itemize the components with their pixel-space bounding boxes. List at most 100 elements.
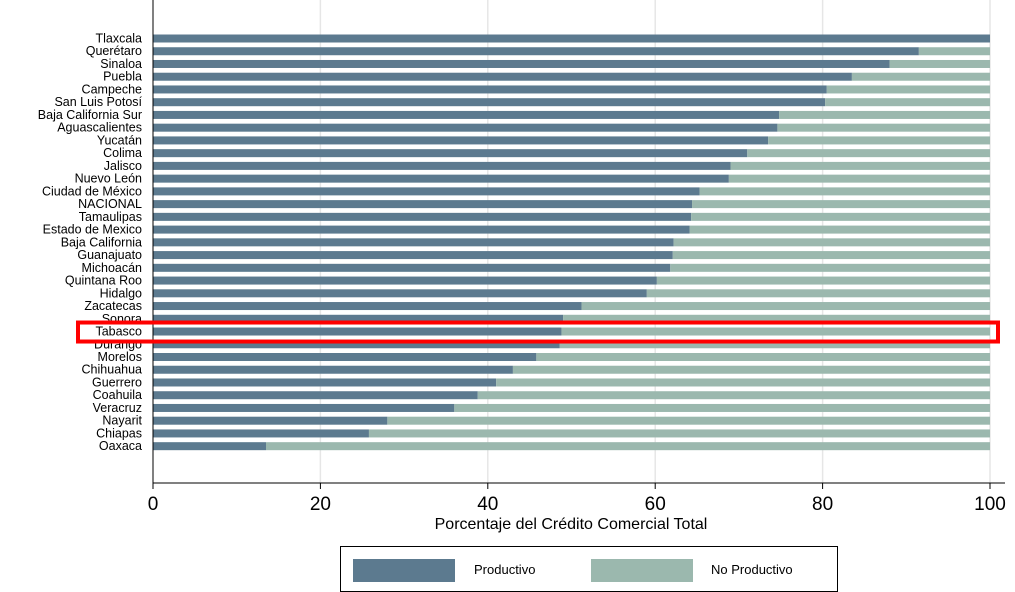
category-label: Oaxaca [99, 439, 142, 453]
bar-productivo [153, 98, 826, 107]
x-axis-ticks: 0 20 40 60 80 100 [148, 483, 1006, 515]
bar-no-productivo [561, 327, 990, 336]
category-label: Campeche [82, 82, 142, 96]
bar-no-productivo [689, 225, 990, 234]
bar-productivo [153, 416, 388, 425]
bar-productivo [153, 200, 693, 209]
category-label: Morelos [98, 350, 142, 364]
bar-no-productivo [496, 378, 990, 387]
category-label: Nayarit [102, 414, 142, 428]
category-labels: TlaxcalaQuerétaroSinaloaPueblaCampecheSa… [38, 32, 143, 454]
bar-no-productivo [768, 136, 990, 145]
category-label: NACIONAL [78, 197, 142, 211]
category-label: Coahuila [93, 388, 142, 402]
category-label: Chiapas [96, 426, 142, 440]
category-label: Michoacán [82, 261, 142, 275]
category-label: Querétaro [86, 44, 142, 58]
bar-productivo [153, 123, 778, 132]
bar-no-productivo [477, 391, 991, 400]
bar-productivo [153, 225, 690, 234]
category-label: Zacatecas [84, 299, 142, 313]
bar-productivo [153, 238, 674, 247]
bar-no-productivo [918, 47, 990, 56]
bar-no-productivo [699, 187, 990, 196]
category-label: Quintana Roo [65, 274, 142, 288]
bar-no-productivo [563, 314, 990, 323]
category-label: Baja California Sur [38, 108, 142, 122]
category-label: San Luis Potosí [54, 95, 142, 109]
category-label: Estado de Mexico [43, 223, 142, 237]
bar-no-productivo [387, 416, 990, 425]
bar-no-productivo [656, 276, 990, 285]
bar-no-productivo [777, 123, 990, 132]
bar-productivo [153, 174, 729, 183]
bar-productivo [153, 161, 731, 170]
bar-no-productivo [265, 442, 990, 451]
bar-productivo [153, 442, 266, 451]
bar-group [153, 34, 991, 451]
bar-no-productivo [779, 110, 990, 119]
x-tick-label: 20 [310, 494, 331, 515]
category-label: Hidalgo [100, 286, 142, 300]
category-label: Puebla [103, 70, 142, 84]
category-label: Aguascalientes [57, 121, 142, 135]
bar-no-productivo [747, 149, 990, 158]
bar-productivo [153, 327, 562, 336]
category-label: Tlaxcala [95, 32, 142, 46]
bar-productivo [153, 289, 647, 298]
bar-no-productivo [559, 340, 990, 349]
x-tick-label: 80 [812, 494, 833, 515]
legend-swatch-no-productivo [591, 559, 693, 582]
bar-productivo [153, 378, 497, 387]
x-tick-label: 60 [645, 494, 666, 515]
legend-label-productivo: Productivo [474, 562, 536, 577]
bar-no-productivo [851, 72, 990, 81]
bar-productivo [153, 314, 564, 323]
bar-no-productivo [646, 289, 990, 298]
category-label: Chihuahua [82, 363, 143, 377]
bar-no-productivo [826, 85, 990, 94]
category-label: Nuevo León [75, 172, 142, 186]
bar-no-productivo [730, 161, 990, 170]
bar-no-productivo [825, 98, 990, 107]
x-tick-label: 0 [148, 494, 159, 515]
x-tick-label: 40 [477, 494, 498, 515]
bar-productivo [153, 34, 990, 43]
bar-productivo [153, 403, 455, 412]
bar-no-productivo [581, 302, 990, 311]
bar-no-productivo [672, 251, 990, 260]
bar-productivo [153, 276, 657, 285]
bar-productivo [153, 365, 513, 374]
bar-no-productivo [728, 174, 990, 183]
tabasco-highlight-box [76, 320, 1000, 344]
category-label: Colima [103, 146, 142, 160]
bar-no-productivo [454, 403, 990, 412]
bar-productivo [153, 149, 748, 158]
category-label: Baja California [61, 235, 142, 249]
bar-productivo [153, 340, 560, 349]
category-label: Veracruz [93, 401, 142, 415]
bar-productivo [153, 263, 671, 272]
category-label: Sinaloa [100, 57, 142, 71]
bar-productivo [153, 302, 582, 311]
bar-no-productivo [512, 365, 990, 374]
bar-productivo [153, 72, 852, 81]
bar-no-productivo [670, 263, 990, 272]
bar-productivo [153, 136, 769, 145]
bar-no-productivo [889, 59, 990, 68]
x-axis-title: Porcentaje del Crédito Comercial Total [435, 516, 708, 533]
legend: Productivo No Productivo [340, 546, 838, 592]
category-label: Jalisco [104, 159, 142, 173]
stacked-bar-chart: TlaxcalaQuerétaroSinaloaPueblaCampecheSa… [38, 0, 1006, 533]
bar-productivo [153, 85, 827, 94]
category-label: Yucatán [97, 133, 142, 147]
bar-productivo [153, 187, 700, 196]
bar-productivo [153, 391, 478, 400]
category-label: Guanajuato [77, 248, 142, 262]
legend-label-no-productivo: No Productivo [711, 562, 793, 577]
legend-swatch-productivo [353, 559, 455, 582]
bar-productivo [153, 212, 692, 221]
bar-productivo [153, 59, 890, 68]
category-label: Ciudad de México [42, 184, 142, 198]
category-label: Guerrero [92, 375, 142, 389]
